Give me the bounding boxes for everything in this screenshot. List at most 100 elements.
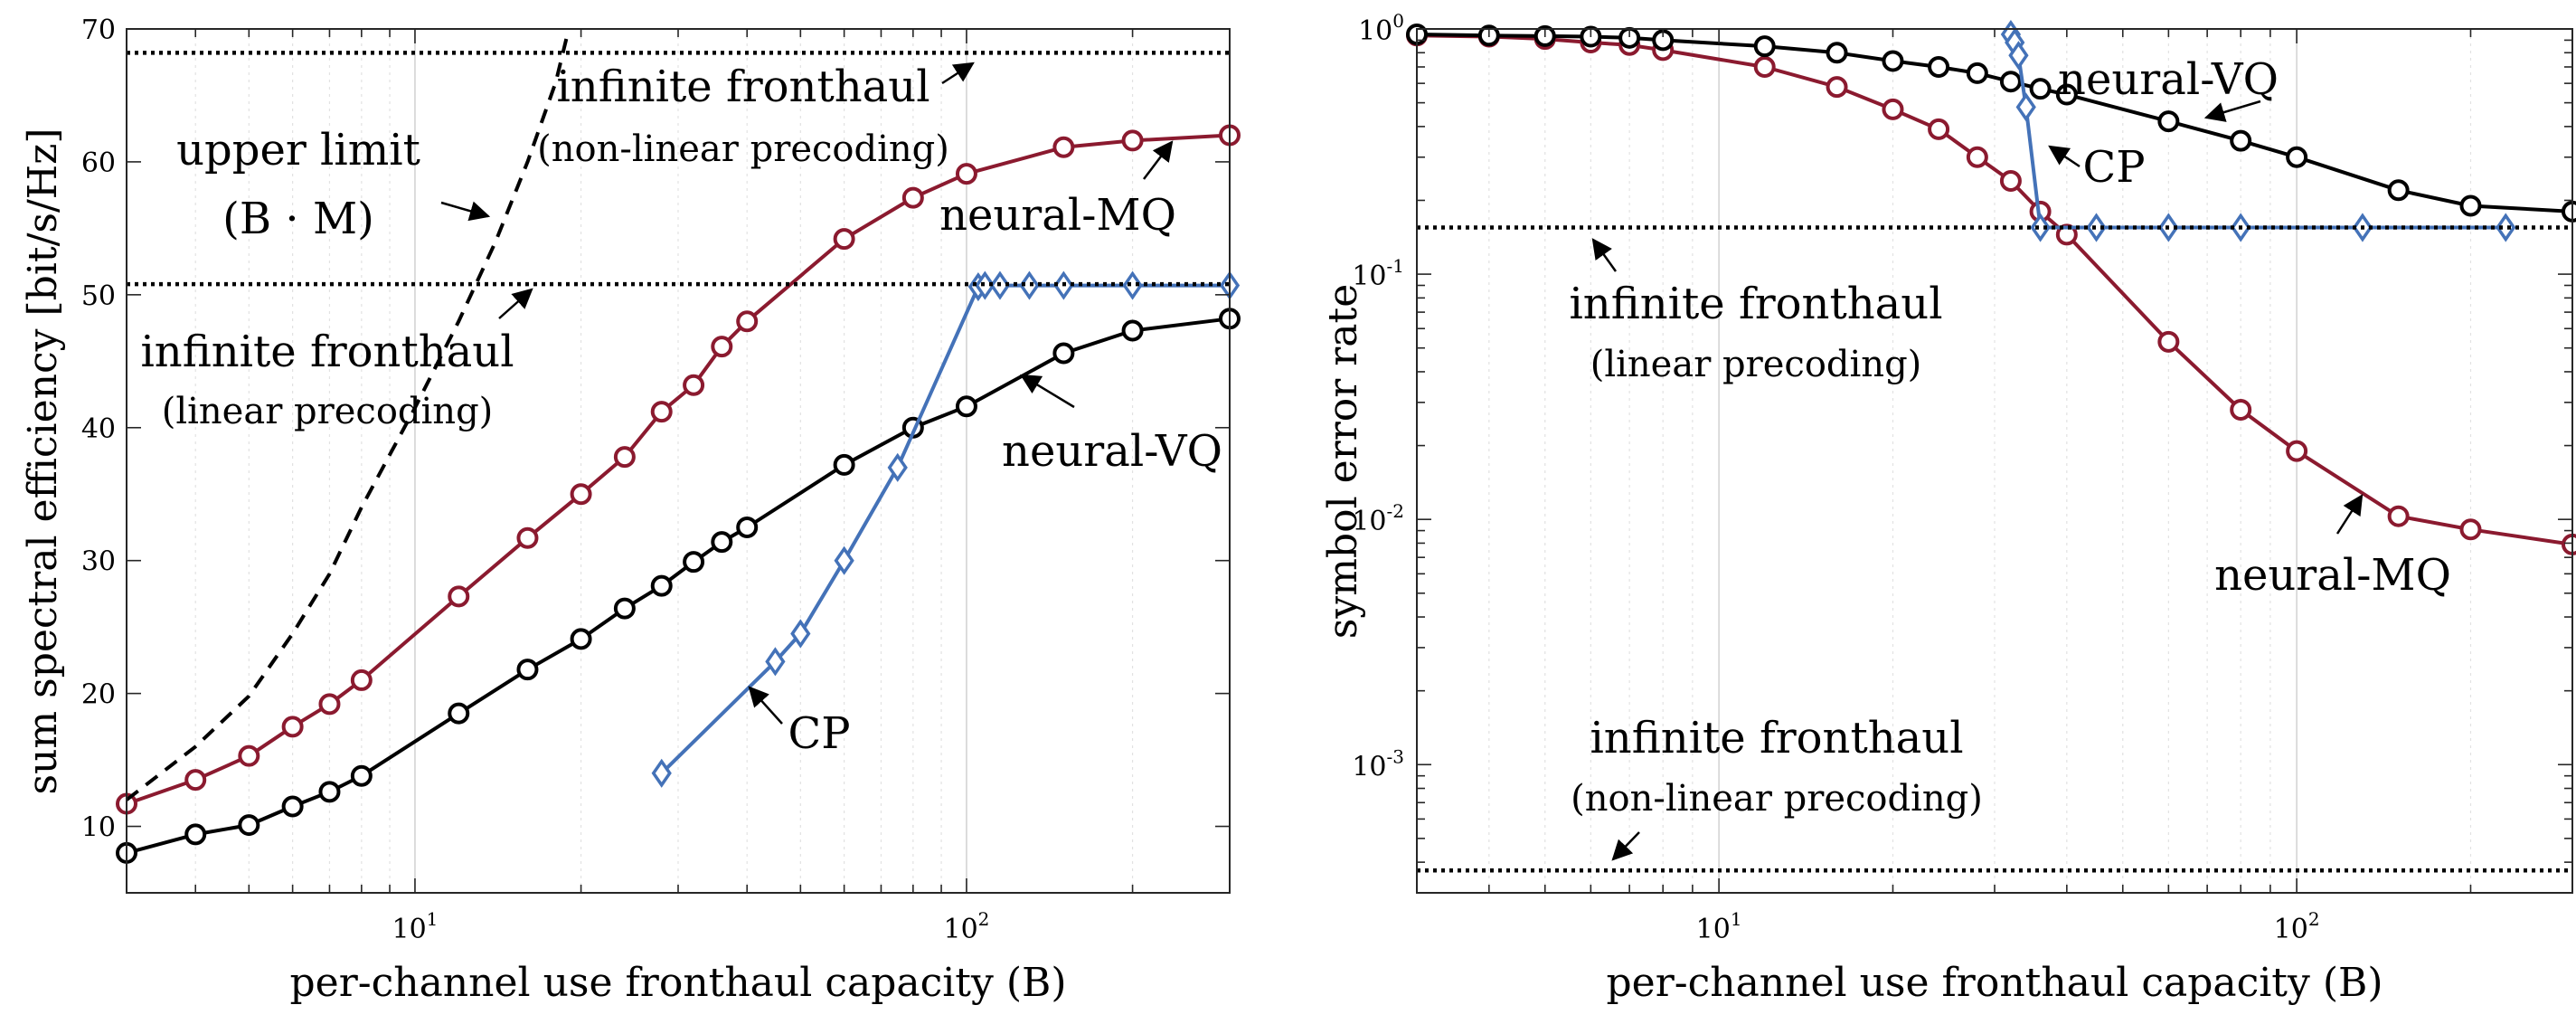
left-annotation-inf-nonlinear-line1: infinite fronthaul xyxy=(556,62,929,112)
left-annotation-upper-limit-line2: (B · M) xyxy=(222,194,374,244)
right-arrow-inf-linear xyxy=(1591,238,1618,272)
right-point-neural-mq xyxy=(2055,223,2078,246)
right-arrow-cp xyxy=(2048,145,2081,168)
left-arrow-cp xyxy=(748,686,783,725)
right-point-neural-mq xyxy=(2562,533,2576,555)
left-point-neural-vq xyxy=(448,702,470,725)
right-annotation-neural-mq: neural-MQ xyxy=(2214,550,2451,601)
right-series xyxy=(1406,19,2576,873)
right-arrow-neural-vq xyxy=(2203,100,2261,122)
left-point-neural-vq xyxy=(683,551,705,574)
left-point-cp xyxy=(765,647,786,677)
left-point-cp xyxy=(651,758,672,788)
right-point-cp xyxy=(2496,213,2516,242)
left-point-neural-mq xyxy=(1121,129,1144,152)
right-point-neural-mq xyxy=(2387,505,2410,527)
right-x-tick-label: 101 xyxy=(1696,908,1742,945)
left-point-neural-vq xyxy=(1052,342,1075,365)
right-point-neural-mq xyxy=(2459,518,2482,541)
right-point-neural-vq xyxy=(2286,146,2308,168)
right-annotation-cp: CP xyxy=(2082,142,2145,193)
left-annotation-cp: CP xyxy=(788,708,850,759)
left-y-tick-label: 60 xyxy=(81,147,116,179)
left-point-neural-mq xyxy=(736,310,759,333)
left-x-tick-label: 102 xyxy=(943,908,989,945)
right-point-neural-vq xyxy=(1882,50,1904,72)
left-point-neural-vq xyxy=(1121,319,1144,342)
right-point-neural-vq xyxy=(1999,71,2022,93)
left-y-tick-label: 50 xyxy=(81,280,116,312)
right-point-cp xyxy=(2015,92,2036,122)
left-y-tick-label: 30 xyxy=(81,546,116,578)
left-arrow-inf-linear xyxy=(498,288,533,319)
right-point-cp xyxy=(2030,213,2051,242)
right-panel: 101 102 100 10-1 10-2 10-3 per-channel use fr… xyxy=(1320,10,2576,1006)
right-point-neural-vq xyxy=(2055,83,2078,106)
left-point-neural-mq xyxy=(955,163,977,185)
left-point-cp xyxy=(1122,270,1143,300)
right-x-axis-label: per-channel use fronthaul capacity (B) xyxy=(1606,960,2383,1006)
left-arrow-upper-limit xyxy=(440,201,491,222)
left-point-neural-mq xyxy=(281,716,304,738)
right-annotation-inf-nonlinear-line1: infinite fronthaul xyxy=(1590,713,1963,763)
right-point-neural-mq xyxy=(1928,118,1950,140)
left-arrow-neural-mq xyxy=(1143,140,1174,180)
right-annotation-inf-linear-line1: infinite fronthaul xyxy=(1569,279,1942,329)
left-point-neural-mq xyxy=(683,374,705,396)
left-annotation-inf-linear-line1: infinite fronthaul xyxy=(140,327,514,377)
left-panel: 101 102 10 20 30 40 50 60 70 per-channel use fro… xyxy=(20,14,1241,1006)
left-annotation-inf-linear-line2: (linear precoding) xyxy=(162,391,494,432)
left-point-neural-mq xyxy=(184,769,207,792)
right-annotation-inf-linear-line2: (linear precoding) xyxy=(1590,344,1922,385)
left-point-neural-mq xyxy=(318,693,341,716)
left-point-neural-mq xyxy=(901,186,924,209)
left-point-neural-mq xyxy=(833,228,855,251)
right-point-neural-vq xyxy=(2230,129,2252,152)
left-point-neural-vq xyxy=(184,823,207,846)
left-annotation-inf-nonlinear-line2: (non-linear precoding) xyxy=(537,128,949,170)
left-y-tick-label: 10 xyxy=(81,812,116,844)
left-point-neural-vq xyxy=(833,453,855,476)
left-annotation-upper-limit-line1: upper limit xyxy=(176,125,420,175)
left-point-neural-vq xyxy=(570,628,592,650)
right-point-neural-mq xyxy=(2286,440,2308,462)
left-point-neural-mq xyxy=(570,483,592,506)
right-point-cp xyxy=(2008,41,2029,71)
left-arrow-inf-nonlinear xyxy=(941,62,975,85)
right-point-neural-mq xyxy=(1882,98,1904,120)
left-x-axis-label: per-channel use fronthaul capacity (B) xyxy=(289,960,1066,1006)
left-point-cp xyxy=(887,452,908,482)
left-point-neural-mq xyxy=(448,585,470,608)
right-x-tick-label: 102 xyxy=(2274,908,2320,945)
left-point-cp xyxy=(975,270,995,300)
left-point-neural-mq xyxy=(1052,136,1075,158)
right-ticks: 101 102 100 10-1 10-2 10-3 xyxy=(1352,10,2573,945)
left-point-neural-vq xyxy=(650,574,673,597)
left-point-neural-vq xyxy=(955,395,977,418)
left-point-neural-vq xyxy=(736,516,759,538)
right-point-neural-mq xyxy=(2230,398,2252,421)
left-point-neural-mq xyxy=(516,526,539,549)
right-y-axis-label: symbol error rate xyxy=(1320,284,1366,639)
left-arrow-neural-vq xyxy=(1020,374,1075,409)
left-ticks: 101 102 10 20 30 40 50 60 70 xyxy=(81,14,1231,945)
left-point-neural-vq xyxy=(281,795,304,818)
right-y-tick-label: 100 xyxy=(1358,10,1404,47)
left-point-neural-vq xyxy=(711,531,733,554)
right-y-tick-label: 10-2 xyxy=(1352,500,1404,537)
right-point-neural-vq xyxy=(2157,110,2180,133)
left-x-tick-label: 101 xyxy=(392,908,438,945)
right-point-cp xyxy=(2086,213,2107,242)
right-point-neural-vq xyxy=(2562,200,2576,223)
left-y-axis-label: sum spectral efficiency [bit/s/Hz] xyxy=(20,128,66,794)
right-point-neural-vq xyxy=(1753,35,1776,58)
left-y-tick-label: 20 xyxy=(81,679,116,711)
left-annotation-neural-vq: neural-VQ xyxy=(1002,426,1222,477)
left-point-neural-vq xyxy=(238,814,260,837)
left-point-neural-mq xyxy=(650,401,673,423)
right-point-neural-vq xyxy=(1826,42,1848,64)
left-point-neural-vq xyxy=(516,659,539,681)
right-plot-background xyxy=(1417,29,2572,893)
right-y-tick-label: 10-3 xyxy=(1352,745,1404,782)
